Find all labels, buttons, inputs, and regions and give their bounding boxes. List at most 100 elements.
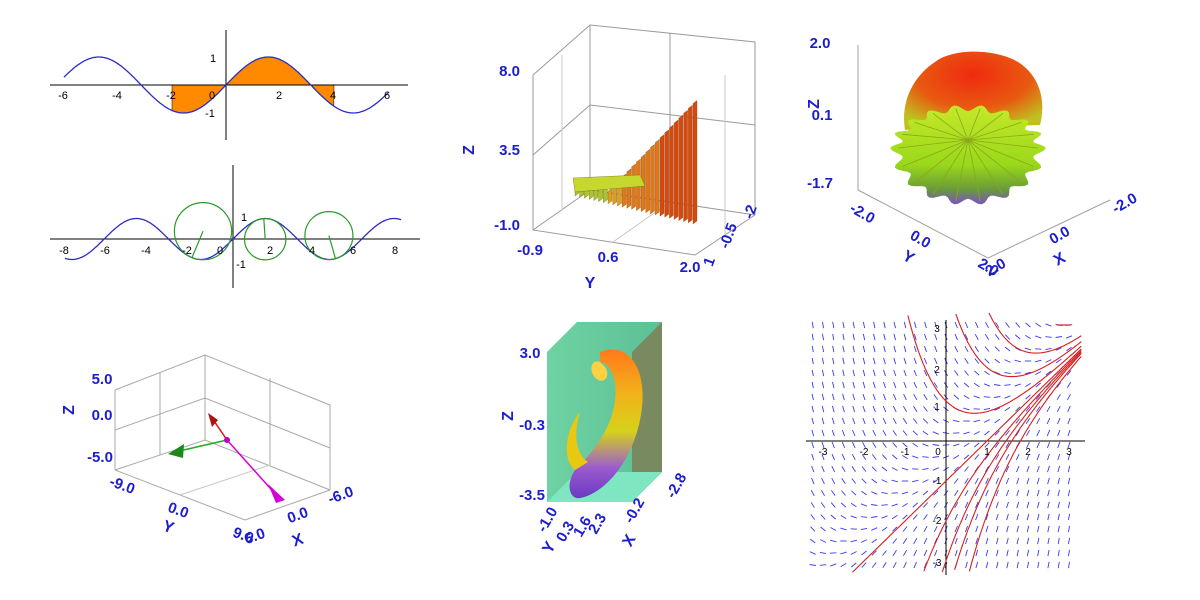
slope-segment bbox=[821, 453, 825, 461]
slope-segment bbox=[912, 430, 918, 436]
slope-segment bbox=[871, 454, 877, 460]
3d-bar-chart bbox=[532, 24, 756, 256]
slope-segment bbox=[985, 477, 989, 485]
slope-segment bbox=[964, 345, 969, 353]
z-tick: -5.0 bbox=[87, 449, 113, 466]
slope-segment bbox=[974, 454, 980, 460]
slope-segment bbox=[873, 345, 876, 353]
floor-back bbox=[114, 439, 331, 491]
slope-segment bbox=[975, 513, 979, 521]
slope-segment bbox=[1026, 561, 1030, 569]
slope-segment bbox=[819, 539, 827, 543]
slope-segment bbox=[1015, 453, 1020, 461]
slope-segment bbox=[974, 333, 979, 341]
slope-segment bbox=[912, 491, 919, 495]
z-tick: 3.5 bbox=[499, 142, 520, 159]
slope-segment bbox=[1036, 477, 1040, 485]
slope-segment bbox=[994, 384, 1001, 386]
slope-segment bbox=[983, 407, 991, 411]
mid-grid bbox=[114, 397, 331, 449]
radius-line bbox=[328, 235, 337, 259]
slope-segment bbox=[1057, 489, 1060, 497]
slope-segment bbox=[1016, 465, 1020, 473]
slope-segment bbox=[841, 478, 846, 484]
slope-segment bbox=[1067, 405, 1071, 413]
slope-segment bbox=[1056, 405, 1061, 413]
slope-segment bbox=[964, 333, 969, 341]
slope-segment bbox=[811, 381, 814, 389]
slope-segment bbox=[913, 561, 917, 569]
slope-segment bbox=[913, 537, 918, 545]
y-tick: 3 bbox=[934, 324, 940, 335]
slope-segment bbox=[809, 564, 816, 566]
slope-segment bbox=[984, 442, 990, 448]
slope-segment bbox=[1004, 359, 1011, 363]
slope-segment bbox=[852, 369, 855, 377]
petal-rib bbox=[967, 139, 1034, 167]
mid-grid-z bbox=[532, 104, 756, 156]
y-axis-label: Y bbox=[585, 275, 596, 292]
slope-segment bbox=[842, 369, 845, 377]
slope-segment bbox=[995, 513, 999, 521]
slope-segment bbox=[974, 321, 979, 329]
slope-segment bbox=[983, 419, 991, 423]
slope-segment bbox=[852, 393, 856, 401]
slope-segment bbox=[892, 442, 898, 448]
slope-segment bbox=[821, 345, 825, 353]
3d-flower-surface: 2.0 0.1 -1.7 Z -2.0 0.0 2.0 Y -2.0 0.0 2… bbox=[806, 35, 1140, 280]
slope-segment bbox=[831, 417, 835, 425]
slope-segment bbox=[1045, 359, 1052, 363]
slope-segment bbox=[831, 465, 836, 473]
slope-segment bbox=[1025, 394, 1031, 400]
slope-segment bbox=[923, 537, 928, 545]
slope-segment bbox=[862, 381, 866, 389]
slope-segment bbox=[1015, 334, 1021, 340]
slope-segment bbox=[1016, 537, 1019, 545]
slope-segment bbox=[891, 479, 899, 483]
slope-segment bbox=[974, 442, 980, 448]
slope-segment bbox=[842, 417, 845, 425]
slope-segment bbox=[842, 393, 845, 401]
x-tick: -6 bbox=[100, 245, 110, 257]
slope-segment bbox=[872, 357, 876, 365]
slope-segment bbox=[923, 394, 928, 400]
slope-segment bbox=[965, 549, 968, 557]
slope-segment bbox=[901, 467, 909, 471]
sine-curve bbox=[63, 56, 389, 114]
slope-segment bbox=[893, 321, 896, 329]
slope-segment bbox=[840, 563, 847, 567]
slope-segment bbox=[862, 441, 866, 449]
slope-segment bbox=[1036, 501, 1040, 509]
slope-segment bbox=[1026, 441, 1030, 449]
slope-segment bbox=[891, 503, 898, 507]
slope-segment bbox=[841, 465, 846, 473]
slope-segment bbox=[1026, 537, 1030, 545]
slope-segment bbox=[975, 501, 979, 509]
slope-segment bbox=[902, 418, 908, 424]
slope-segment bbox=[902, 503, 908, 507]
slope-segment bbox=[851, 562, 857, 568]
slope-segment bbox=[1047, 489, 1050, 497]
slope-segment bbox=[862, 417, 866, 425]
magenta-vector-head bbox=[268, 484, 285, 503]
slope-segment bbox=[994, 418, 1001, 424]
ribbon-bar bbox=[650, 144, 655, 215]
slope-segment bbox=[852, 333, 855, 341]
slope-segment bbox=[871, 516, 878, 518]
slope-segment bbox=[933, 525, 938, 533]
slope-segment bbox=[882, 429, 887, 437]
slope-segment bbox=[831, 429, 835, 437]
slope-segment bbox=[1005, 322, 1010, 328]
slope-segment bbox=[893, 369, 897, 377]
slope-segment bbox=[1006, 549, 1009, 557]
slope-segment bbox=[923, 514, 928, 520]
slope-segment bbox=[883, 381, 886, 389]
slope-segment bbox=[922, 479, 929, 483]
slope-segment bbox=[985, 561, 989, 569]
slope-segment bbox=[881, 504, 888, 506]
slope-segment bbox=[974, 370, 980, 376]
petal-rib bbox=[967, 108, 981, 141]
slope-segment bbox=[1047, 549, 1050, 557]
slope-segment bbox=[1026, 501, 1030, 509]
x-tick: 2 bbox=[1025, 447, 1031, 458]
